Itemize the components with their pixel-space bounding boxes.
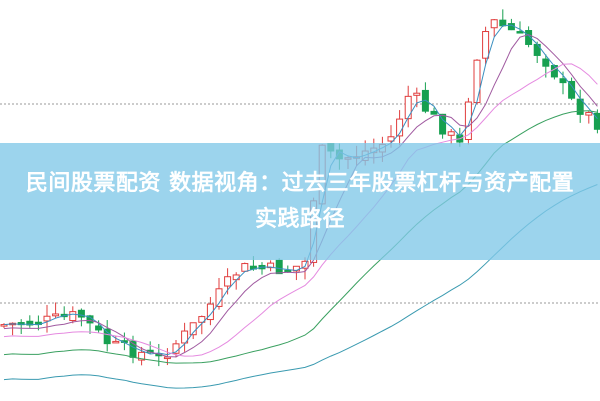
candle-body xyxy=(593,112,600,130)
candle-body xyxy=(516,31,524,34)
candle-body xyxy=(413,92,421,96)
candle-body xyxy=(482,31,490,59)
candle-body xyxy=(215,288,223,307)
candle-body xyxy=(69,311,77,322)
candle-body xyxy=(26,320,34,326)
candle-body xyxy=(301,260,309,269)
candle-body xyxy=(241,263,249,272)
candle-body xyxy=(404,95,412,120)
candle-body xyxy=(387,136,395,142)
candle-body xyxy=(585,112,593,116)
candle-body xyxy=(206,303,214,321)
candle-body xyxy=(490,19,498,29)
candle-body xyxy=(525,30,533,45)
candle-body xyxy=(103,328,111,345)
candle-body xyxy=(138,351,146,361)
candle-body xyxy=(163,356,171,360)
candle-body xyxy=(430,110,438,115)
candle-body xyxy=(95,325,103,331)
candle-body xyxy=(439,113,447,135)
candle-body xyxy=(464,101,472,141)
candle-body xyxy=(550,65,558,78)
candle-body xyxy=(112,340,120,344)
candle-body xyxy=(473,59,481,104)
candle-body xyxy=(224,276,232,287)
title-banner: 民间股票配资 数据视角：过去三年股票杠杆与资产配置实践路径 xyxy=(0,143,600,260)
article-title: 民间股票配资 数据视角：过去三年股票杠杆与资产配置实践路径 xyxy=(25,170,575,232)
ma-short-line xyxy=(3,24,598,356)
candle-body xyxy=(52,313,60,317)
candle-body xyxy=(499,19,507,27)
ma-mid-line xyxy=(3,34,598,358)
candle-body xyxy=(542,58,550,67)
candle-body xyxy=(198,316,206,323)
ma-long-line xyxy=(3,63,598,357)
candle-body xyxy=(232,274,240,281)
candle-body xyxy=(275,259,283,275)
candle-body xyxy=(181,330,189,344)
candle-body xyxy=(43,315,51,322)
candle-body xyxy=(447,131,455,136)
candle-body xyxy=(77,309,85,318)
candle-body xyxy=(284,269,292,273)
candle-body xyxy=(559,78,567,84)
candle-body xyxy=(267,262,275,269)
